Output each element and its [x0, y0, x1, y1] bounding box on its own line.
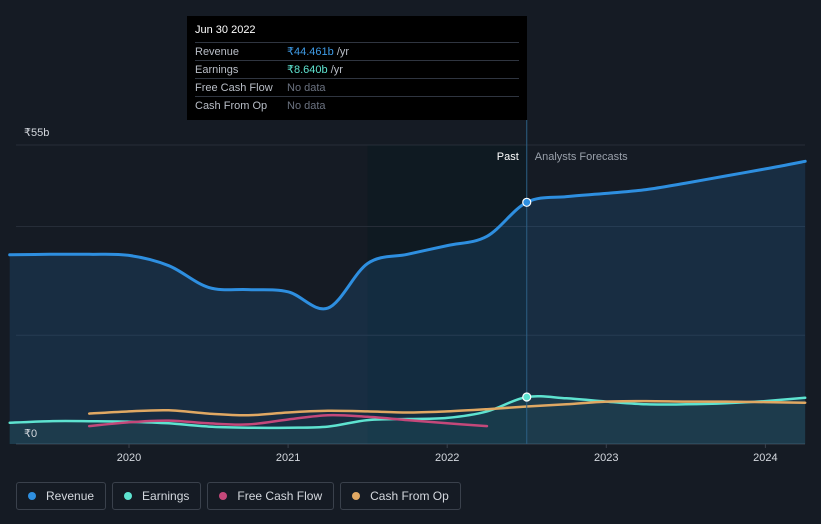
- tooltip-unit: /yr: [327, 64, 343, 76]
- chart-area: ₹55b ₹0 2020 2021 2022 2023 2024 Past Analyst…: [8, 120, 807, 464]
- y-axis-labels: ₹55b ₹0: [24, 127, 49, 440]
- tooltip-value: ₹44.461b: [287, 46, 334, 58]
- legend-label: Cash From Op: [370, 489, 449, 503]
- tooltip-value: No data: [287, 81, 326, 94]
- cfo-line: [87, 399, 807, 417]
- fcf-dot-icon: [219, 492, 228, 500]
- forecast-label: Analysts Forecasts: [535, 151, 628, 163]
- tooltip-row-fcf: Free Cash Flow No data: [195, 78, 519, 96]
- revenue-area: [9, 161, 806, 445]
- legend-item-fcf[interactable]: Free Cash Flow: [207, 482, 335, 510]
- series-lines: [8, 159, 807, 430]
- legend-label: Revenue: [46, 489, 95, 503]
- fcf-line: [87, 413, 489, 428]
- tooltip: Jun 30 2022 Revenue ₹44.461b /yr Earning…: [187, 16, 527, 120]
- legend-item-earnings[interactable]: Earnings: [112, 482, 202, 510]
- legend-label: Free Cash Flow: [237, 489, 323, 503]
- tooltip-row-cfo: Cash From Op No data: [195, 96, 519, 114]
- tooltip-row-revenue: Revenue ₹44.461b /yr: [195, 42, 519, 60]
- tooltip-value: No data: [287, 99, 326, 112]
- earnings-dot-icon: [124, 492, 133, 500]
- tooltip-label: Free Cash Flow: [195, 81, 273, 94]
- x-tick-label: 2021: [276, 452, 300, 464]
- legend: Revenue Earnings Free Cash Flow Cash Fro…: [16, 482, 461, 510]
- revenue-marker[interactable]: [522, 197, 532, 207]
- tooltip-unit: /yr: [333, 46, 350, 58]
- legend-item-cfo[interactable]: Cash From Op: [340, 482, 461, 510]
- tooltip-value: ₹8.640b: [287, 64, 328, 76]
- earnings-marker[interactable]: [522, 392, 532, 402]
- x-tick-label: 2020: [117, 452, 141, 464]
- revenue-line: [8, 159, 807, 311]
- tooltip-label: Revenue: [195, 45, 240, 58]
- revenue-dot-icon: [28, 492, 36, 500]
- tooltip-row-earnings: Earnings ₹8.640b /yr: [195, 60, 519, 78]
- legend-item-revenue[interactable]: Revenue: [16, 482, 107, 510]
- y-tick-label: ₹55b: [24, 127, 49, 139]
- y-tick-label: ₹0: [24, 428, 37, 440]
- past-shade-band: [367, 145, 527, 444]
- cfo-dot-icon: [352, 492, 361, 500]
- legend-label: Earnings: [142, 489, 190, 503]
- grid-lines: [16, 144, 805, 445]
- x-tick-label: 2023: [594, 452, 618, 464]
- tooltip-label: Cash From Op: [195, 99, 268, 112]
- x-axis-labels: 2020 2021 2022 2023 2024: [117, 444, 778, 464]
- past-label: Past: [497, 151, 519, 163]
- x-tick-label: 2022: [435, 452, 459, 464]
- tooltip-date: Jun 30 2022: [195, 24, 256, 36]
- x-tick-label: 2024: [753, 452, 777, 464]
- tooltip-label: Earnings: [195, 63, 239, 76]
